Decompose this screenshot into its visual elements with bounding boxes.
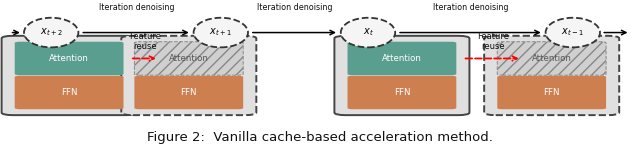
FancyBboxPatch shape	[497, 42, 606, 75]
Text: $x_{t}$: $x_{t}$	[363, 27, 373, 38]
Text: $x_{t+2}$: $x_{t+2}$	[40, 27, 63, 38]
Text: Attention: Attention	[382, 54, 422, 63]
Text: Attention: Attention	[532, 54, 572, 63]
FancyBboxPatch shape	[497, 76, 606, 109]
FancyBboxPatch shape	[134, 42, 243, 75]
FancyBboxPatch shape	[134, 76, 243, 109]
Text: Feature
reuse: Feature reuse	[129, 32, 161, 51]
FancyBboxPatch shape	[2, 36, 137, 115]
FancyBboxPatch shape	[15, 42, 124, 75]
FancyBboxPatch shape	[15, 76, 124, 109]
Ellipse shape	[545, 18, 600, 47]
FancyBboxPatch shape	[348, 42, 456, 75]
Text: Figure 2:  Vanilla cache-based acceleration method.: Figure 2: Vanilla cache-based accelerati…	[147, 131, 493, 144]
Text: $x_{t-1}$: $x_{t-1}$	[561, 27, 584, 38]
FancyBboxPatch shape	[348, 76, 456, 109]
Text: Attention: Attention	[49, 54, 89, 63]
FancyBboxPatch shape	[122, 36, 256, 115]
Text: FFN: FFN	[61, 88, 77, 97]
Text: Iteration denoising: Iteration denoising	[257, 3, 333, 12]
Text: FFN: FFN	[180, 88, 197, 97]
FancyBboxPatch shape	[484, 36, 619, 115]
Text: Iteration denoising: Iteration denoising	[433, 3, 508, 12]
Ellipse shape	[24, 18, 79, 47]
Text: FFN: FFN	[543, 88, 560, 97]
Text: FFN: FFN	[394, 88, 410, 97]
Text: Attention: Attention	[169, 54, 209, 63]
FancyBboxPatch shape	[334, 36, 469, 115]
Text: Iteration denoising: Iteration denoising	[99, 3, 174, 12]
Text: Feature
reuse: Feature reuse	[477, 32, 509, 51]
Ellipse shape	[193, 18, 248, 47]
Ellipse shape	[340, 18, 396, 47]
Text: $x_{t+1}$: $x_{t+1}$	[209, 27, 232, 38]
